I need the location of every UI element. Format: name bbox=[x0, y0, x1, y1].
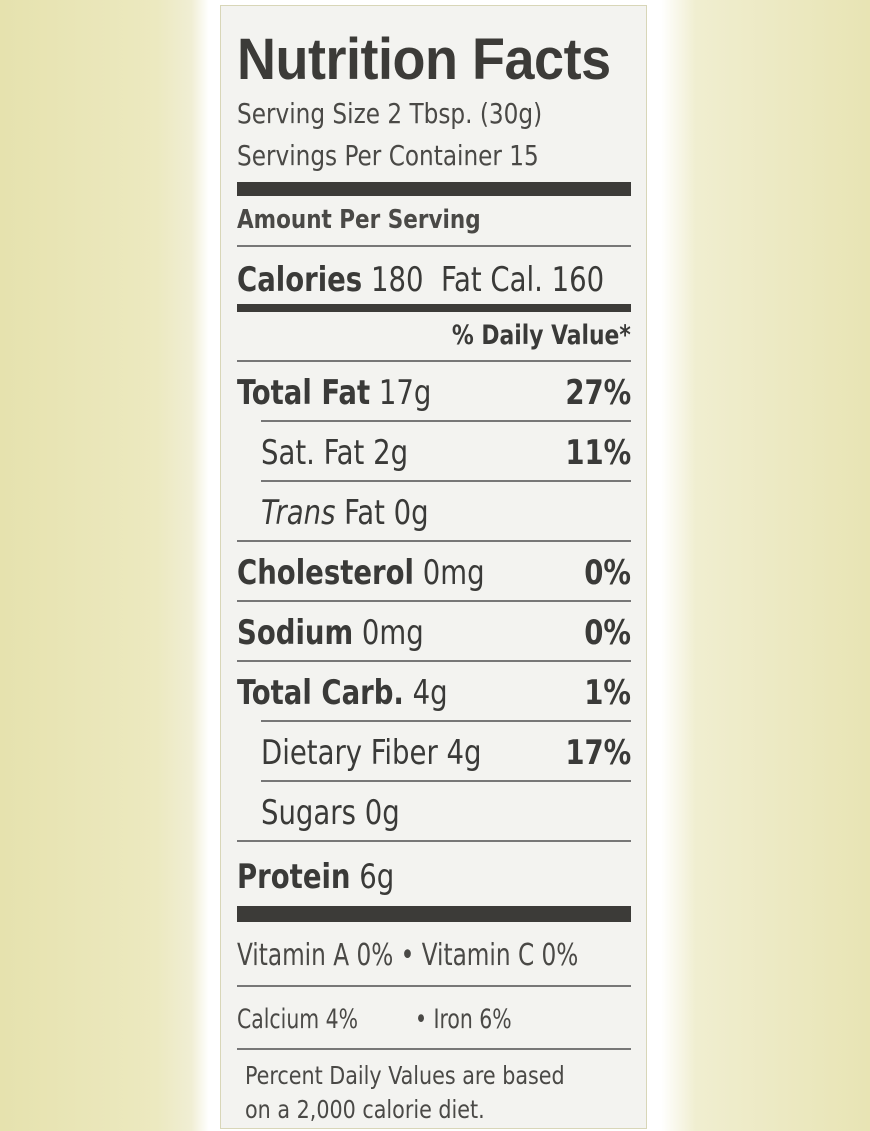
nutrient-row-sat-fat: Sat. Fat 2g 11% bbox=[237, 428, 631, 478]
nutrient-dv: 1% bbox=[584, 673, 631, 713]
daily-value-header: % Daily Value* bbox=[452, 320, 631, 351]
servings-per-container: Servings Per Container 15 bbox=[237, 139, 539, 172]
nutrient-dv: 11% bbox=[565, 433, 631, 473]
nutrient-amount: 6g bbox=[359, 857, 395, 897]
divider bbox=[237, 245, 631, 247]
nutrient-name: Total Carb. bbox=[237, 673, 404, 713]
nutrient-row-cholesterol: Cholesterol 0mg 0% bbox=[237, 548, 631, 598]
calcium-value: Calcium 4% bbox=[237, 1004, 358, 1035]
nutrient-amount: 17g bbox=[378, 373, 432, 413]
daily-value-header-row: % Daily Value* bbox=[237, 314, 631, 358]
nutrient-name: Total Fat bbox=[237, 373, 371, 413]
divider bbox=[237, 600, 631, 602]
calories-row: Calories 180 Fat Cal. 160 bbox=[237, 255, 631, 305]
thick-divider bbox=[237, 182, 631, 196]
nutrient-amount: 2g bbox=[373, 433, 409, 473]
medium-divider bbox=[237, 304, 631, 312]
divider bbox=[237, 660, 631, 662]
divider bbox=[261, 720, 631, 722]
calories-value: 180 bbox=[370, 260, 424, 300]
nutrient-amount: 4g bbox=[446, 733, 482, 773]
nutrient-name: Sugars bbox=[261, 793, 356, 833]
calories-label: Calories bbox=[237, 260, 363, 300]
nutrient-name: Sat. Fat bbox=[261, 433, 365, 473]
divider bbox=[261, 420, 631, 422]
divider bbox=[261, 480, 631, 482]
nutrient-row-trans-fat: Trans Fat 0g bbox=[237, 488, 631, 538]
nutrient-name: Trans bbox=[261, 493, 336, 533]
thick-divider bbox=[237, 906, 631, 922]
nutrient-amount: 0g bbox=[364, 793, 400, 833]
nutrient-amount: 0mg bbox=[422, 553, 485, 593]
nutrient-dv: 27% bbox=[565, 373, 631, 413]
divider bbox=[261, 780, 631, 782]
nutrient-name: Protein bbox=[237, 857, 351, 897]
nutrient-amount: Fat 0g bbox=[344, 493, 429, 533]
nutrient-name: Sodium bbox=[237, 613, 354, 653]
nutrient-name: Cholesterol bbox=[237, 553, 414, 593]
divider bbox=[237, 540, 631, 542]
footnote-line-2: on a 2,000 calorie diet. bbox=[245, 1095, 485, 1124]
nutrient-amount: 4g bbox=[412, 673, 448, 713]
nutrient-amount: 0mg bbox=[361, 613, 424, 653]
iron-value: • Iron 6% bbox=[415, 1004, 512, 1035]
nutrient-row-sodium: Sodium 0mg 0% bbox=[237, 608, 631, 658]
nutrient-row-total-fat: Total Fat 17g 27% bbox=[237, 368, 631, 418]
serving-size: Serving Size 2 Tbsp. (30g) bbox=[237, 97, 543, 130]
amount-per-serving: Amount Per Serving bbox=[237, 205, 481, 235]
footnote-line-1: Percent Daily Values are based bbox=[245, 1061, 565, 1090]
divider bbox=[237, 1048, 631, 1050]
divider bbox=[237, 840, 631, 842]
nutrient-row-dietary-fiber: Dietary Fiber 4g 17% bbox=[237, 728, 631, 778]
nutrient-row-sugars: Sugars 0g bbox=[237, 788, 631, 838]
fat-calories: Fat Cal. 160 bbox=[440, 260, 605, 300]
nutrient-dv: 0% bbox=[584, 613, 631, 653]
vitamins-line: Vitamin A 0% • Vitamin C 0% bbox=[237, 938, 579, 973]
divider bbox=[237, 985, 631, 987]
nutrient-row-protein: Protein 6g bbox=[237, 852, 631, 902]
nutrient-dv: 17% bbox=[565, 733, 631, 773]
label-title: Nutrition Facts bbox=[237, 27, 611, 92]
divider bbox=[237, 360, 631, 362]
nutrient-dv: 0% bbox=[584, 553, 631, 593]
nutrient-row-total-carb: Total Carb. 4g 1% bbox=[237, 668, 631, 718]
nutrient-name: Dietary Fiber bbox=[261, 733, 438, 773]
nutrition-label-panel: Nutrition Facts Serving Size 2 Tbsp. (30… bbox=[221, 6, 646, 1128]
